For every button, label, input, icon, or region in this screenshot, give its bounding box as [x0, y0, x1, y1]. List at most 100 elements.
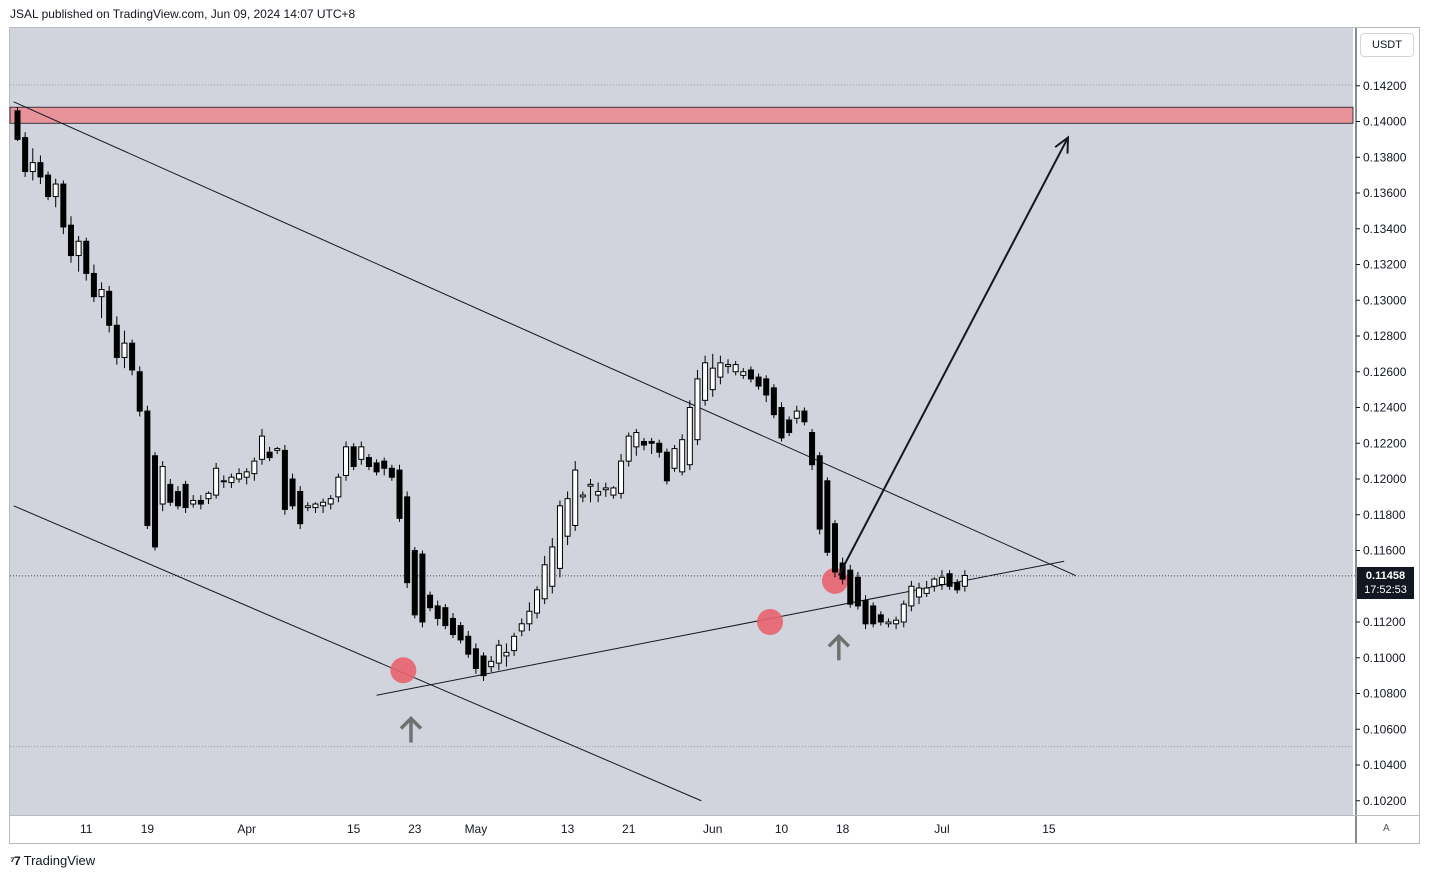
candle-up — [335, 476, 342, 498]
last-price-value: 0.11458 — [1365, 570, 1406, 582]
candle-up — [908, 585, 915, 607]
candle-down — [129, 342, 136, 371]
candle-up — [587, 483, 594, 487]
candle-down — [427, 594, 434, 609]
candle-up — [579, 494, 586, 498]
trendline-lower-descending — [13, 505, 702, 802]
projection-arrow-shaft — [837, 137, 1069, 576]
candle-countdown: 17:52:53 — [1364, 584, 1407, 596]
candle-up — [190, 499, 197, 505]
candle-down — [373, 462, 380, 473]
plot-background — [10, 28, 1353, 815]
candle-up — [686, 407, 693, 466]
candle-up — [75, 240, 82, 257]
candle-up — [610, 487, 617, 496]
candle-up — [572, 469, 579, 526]
candle-down — [747, 369, 754, 380]
brand-text: TradingView — [23, 853, 96, 868]
candle-up — [327, 498, 334, 505]
y-tick-label: 0.11600 — [1363, 544, 1406, 558]
candle-up — [900, 603, 907, 623]
candle-up — [213, 467, 220, 496]
y-tick-label: 0.10600 — [1363, 722, 1407, 736]
candle-up — [709, 367, 716, 391]
y-tick-label: 0.10800 — [1363, 687, 1407, 701]
y-tick-label: 0.12000 — [1363, 472, 1407, 486]
brand-footer[interactable]: ⁷7 TradingView — [10, 853, 95, 868]
x-tick-label: 15 — [1042, 822, 1056, 836]
candle-up — [893, 619, 900, 625]
candle-down — [946, 573, 953, 587]
y-tick-label: 0.13800 — [1363, 150, 1407, 164]
candle-up — [304, 505, 311, 509]
projection-arrow-head — [1054, 135, 1070, 154]
candle-down — [266, 451, 273, 459]
y-tick-label: 0.12600 — [1363, 365, 1407, 379]
candle-down — [434, 605, 441, 619]
y-tick-label: 0.12400 — [1363, 401, 1407, 415]
resistance-zone — [9, 106, 1354, 124]
candle-up — [916, 587, 923, 598]
candle-up — [717, 362, 724, 378]
candle-down — [152, 455, 159, 548]
trendline-upper-descending — [13, 101, 1076, 576]
auto-scale-button[interactable]: A — [1383, 823, 1390, 834]
candle-up — [52, 183, 59, 198]
x-tick-label: 19 — [141, 822, 155, 836]
x-tick-label: Jun — [703, 822, 722, 836]
y-tick-label: 0.14200 — [1363, 79, 1407, 93]
x-tick-label: 11 — [80, 822, 93, 836]
currency-button[interactable]: USDT — [1360, 33, 1414, 57]
candle-up — [205, 492, 212, 500]
candle-down — [67, 224, 74, 257]
candle-up — [320, 501, 327, 507]
candle-down — [763, 378, 770, 396]
candle-up — [732, 364, 739, 373]
y-tick-label: 0.10400 — [1363, 758, 1407, 772]
candle-down — [22, 137, 29, 173]
candle-down — [457, 625, 464, 641]
candle-up — [618, 460, 625, 494]
candle-down — [404, 496, 411, 584]
candle-down — [809, 432, 816, 466]
candle-down — [289, 478, 296, 507]
y-tick-label: 0.12200 — [1363, 436, 1407, 450]
candle-up — [556, 505, 563, 569]
y-tick-label: 0.13400 — [1363, 222, 1407, 236]
candle-up — [358, 446, 365, 460]
candle-down — [954, 582, 961, 591]
x-tick-label: May — [465, 822, 488, 836]
candle-down — [801, 410, 808, 423]
candle-up — [633, 432, 640, 448]
candle-down — [648, 440, 655, 444]
candle-up — [938, 576, 945, 585]
candle-up — [564, 498, 571, 537]
candle-up — [511, 635, 518, 652]
publish-header: JSAL published on TradingView.com, Jun 0… — [10, 7, 356, 21]
candle-down — [449, 617, 456, 636]
candle-up — [343, 446, 350, 476]
candle-down — [388, 467, 395, 478]
candle-up — [549, 546, 556, 587]
candle-down — [847, 569, 854, 605]
candle-down — [281, 449, 288, 510]
candle-down — [831, 523, 838, 573]
candle-down — [136, 371, 143, 412]
up-arrow-head — [827, 633, 851, 648]
candle-down — [60, 183, 67, 228]
candle-up — [625, 435, 632, 462]
candle-down — [877, 614, 884, 623]
y-tick-label: 0.11000 — [1363, 651, 1406, 665]
candle-down — [778, 407, 785, 439]
candle-up — [258, 435, 265, 460]
y-tick-label: 0.12800 — [1363, 329, 1407, 343]
candle-up — [488, 660, 495, 668]
candle-up — [793, 410, 800, 419]
candle-down — [419, 553, 426, 623]
x-tick-label: 23 — [408, 822, 422, 836]
candle-down — [465, 635, 472, 655]
candle-down — [197, 499, 204, 505]
candle-up — [121, 342, 128, 358]
chart-frame — [9, 27, 1420, 844]
